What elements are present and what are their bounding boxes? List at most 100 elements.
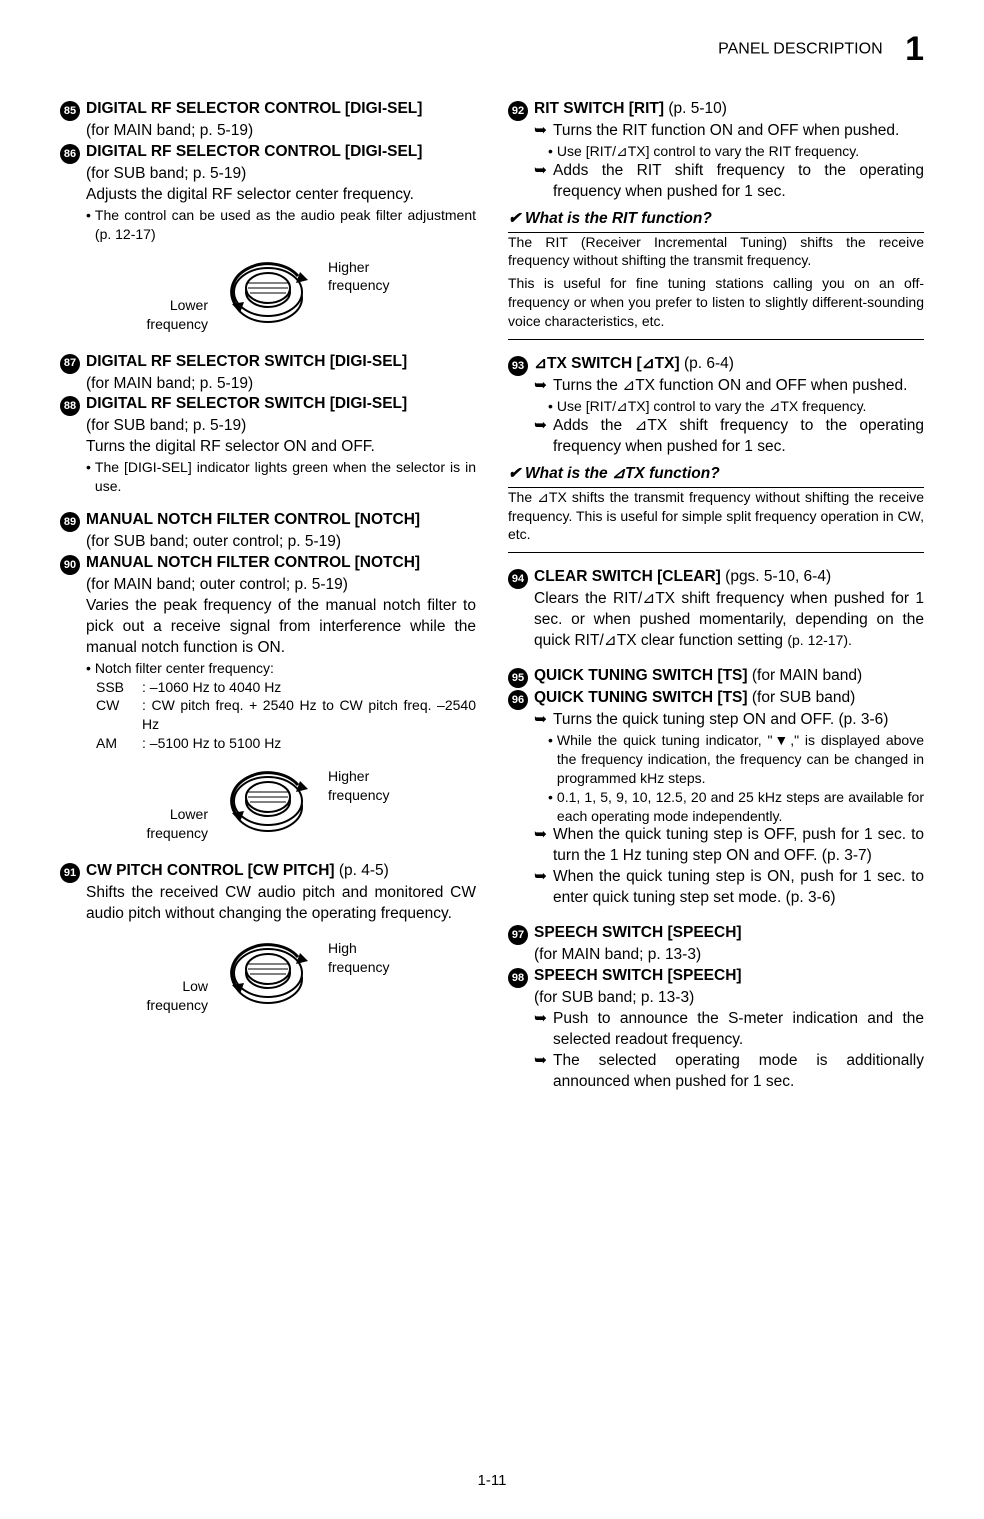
freq-val-1: : CW pitch freq. + 2540 Hz to CW pitch f… [142, 696, 476, 734]
item-title-88: DIGITAL RF SELECTOR SWITCH [DIGI-SEL] [86, 394, 407, 415]
item-title-96: QUICK TUNING SWITCH [TS] [534, 689, 748, 706]
bullet: • [548, 731, 553, 788]
bullet: • [86, 659, 91, 678]
item-note-head-90: Notch filter center frequency: [95, 659, 476, 678]
item-title-85: DIGITAL RF SELECTOR CONTROL [DIGI-SEL] [86, 100, 422, 117]
item-note-88: The [DIGI-SEL] indicator lights green wh… [95, 458, 476, 496]
item-sub-88: (for SUB band; p. 5-19) [86, 416, 476, 437]
item-95: 95 QUICK TUNING SWITCH [TS] (for MAIN ba… [508, 666, 924, 688]
item-sub-97: (for MAIN band; p. 13-3) [534, 945, 924, 966]
freq-val-2: : –5100 Hz to 5100 Hz [142, 734, 476, 753]
item-num-96: 96 [508, 690, 528, 710]
dtx-question: ✔What is the ⊿TX function? [508, 464, 924, 488]
item-94: 94 CLEAR SWITCH [CLEAR] (pgs. 5-10, 6-4)… [508, 567, 924, 652]
arrow-icon: ➥ [534, 867, 547, 909]
item-sub-98: (for SUB band; p. 13-3) [534, 988, 924, 1009]
i96-a1: Turns the quick tuning step ON and OFF. … [553, 710, 924, 731]
i93-a1note: Use [RIT/⊿TX] control to vary the ⊿TX fr… [557, 397, 867, 416]
rit-explain-1: The RIT (Receiver Incremental Tuning) sh… [508, 233, 924, 271]
item-sub-89: (for SUB band; outer control; p. 5-19) [86, 532, 476, 553]
item-sub-87: (for MAIN band; p. 5-19) [86, 374, 476, 395]
item-98: 98 SPEECH SWITCH [SPEECH] (for SUB band;… [508, 966, 924, 1093]
item-title-90: MANUAL NOTCH FILTER CONTROL [NOTCH] [86, 553, 420, 574]
item-num-95: 95 [508, 668, 528, 688]
item-num-87: 87 [60, 354, 80, 374]
page-header: PANEL DESCRIPTION 1 [60, 30, 924, 69]
i96-a3: When the quick tuning step is ON, push f… [553, 867, 924, 909]
item-ref-92: (p. 5-10) [668, 100, 727, 117]
item-ref-93: (p. 6-4) [684, 355, 734, 372]
item-title-94: CLEAR SWITCH [CLEAR] [534, 568, 721, 585]
knob-figure-1: Lower frequency Higher frequency [60, 258, 476, 334]
item-85: 85 DIGITAL RF SELECTOR CONTROL [DIGI-SEL… [60, 99, 476, 142]
i92-a1note: Use [RIT/⊿TX] control to vary the RIT fr… [557, 142, 859, 161]
rit-q-text: What is the RIT function? [525, 210, 712, 227]
item-desc-ref-94: (p. 12-17). [787, 632, 852, 648]
dtx-q-text: What is the ⊿TX function? [525, 465, 720, 482]
divider [508, 552, 924, 553]
bullet: • [548, 142, 553, 161]
freq-mode-0: SSB [96, 678, 142, 697]
knob2-right2: frequency [328, 786, 389, 805]
arrow-icon: ➥ [534, 710, 547, 731]
knob-figure-3: Low frequency High frequency [60, 939, 476, 1015]
item-88: 88 DIGITAL RF SELECTOR SWITCH [DIGI-SEL]… [60, 394, 476, 496]
item-title-97: SPEECH SWITCH [SPEECH] [534, 923, 742, 944]
header-chapter: 1 [905, 30, 924, 68]
item-num-90: 90 [60, 555, 80, 575]
item-89: 89 MANUAL NOTCH FILTER CONTROL [NOTCH] (… [60, 510, 476, 553]
i96-a1n1: While the quick tuning indicator, "▼," i… [557, 731, 924, 788]
right-column: 92 RIT SWITCH [RIT] (p. 5-10) ➥Turns the… [508, 99, 924, 1107]
freq-val-0: : –1060 Hz to 4040 Hz [142, 678, 476, 697]
knob3-right1: High [328, 939, 389, 958]
item-desc-91: Shifts the received CW audio pitch and m… [86, 883, 476, 925]
item-num-98: 98 [508, 968, 528, 988]
i96-a1n2: 0.1, 1, 5, 9, 10, 12.5, 20 and 25 kHz st… [557, 788, 924, 826]
item-num-91: 91 [60, 863, 80, 883]
item-num-89: 89 [60, 512, 80, 532]
knob1-left1: Lower [147, 296, 208, 315]
bullet: • [86, 458, 91, 496]
arrow-icon: ➥ [534, 121, 547, 142]
header-title: PANEL DESCRIPTION [718, 41, 882, 58]
dtx-explain: The ⊿TX shifts the transmit frequency wi… [508, 488, 924, 545]
knob3-left1: Low [147, 977, 208, 996]
knob1-right2: frequency [328, 276, 389, 295]
bullet: • [86, 206, 91, 244]
knob-icon [218, 258, 318, 334]
item-sub-85: (for MAIN band; p. 5-19) [86, 121, 476, 142]
i96-a2: When the quick tuning step is OFF, push … [553, 825, 924, 867]
rit-question: ✔What is the RIT function? [508, 209, 924, 233]
item-title-87: DIGITAL RF SELECTOR SWITCH [DIGI-SEL] [86, 352, 407, 373]
item-num-86: 86 [60, 144, 80, 164]
item-87: 87 DIGITAL RF SELECTOR SWITCH [DIGI-SEL]… [60, 352, 476, 395]
item-sub-96: (for SUB band) [752, 689, 855, 706]
check-icon: ✔ [508, 465, 521, 482]
item-90: 90 MANUAL NOTCH FILTER CONTROL [NOTCH] (… [60, 553, 476, 753]
content-columns: 85 DIGITAL RF SELECTOR CONTROL [DIGI-SEL… [60, 99, 924, 1107]
arrow-icon: ➥ [534, 416, 547, 458]
freq-mode-2: AM [96, 734, 142, 753]
page-footer: 1-11 [0, 1472, 984, 1489]
item-ref-91: (p. 4-5) [339, 862, 389, 879]
item-title-86: DIGITAL RF SELECTOR CONTROL [DIGI-SEL] [86, 143, 422, 160]
knob2-right1: Higher [328, 767, 389, 786]
freq-mode-1: CW [96, 696, 142, 734]
left-column: 85 DIGITAL RF SELECTOR CONTROL [DIGI-SEL… [60, 99, 476, 1107]
rit-explain-2: This is useful for fine tuning stations … [508, 274, 924, 331]
item-num-97: 97 [508, 925, 528, 945]
knob1-right1: Higher [328, 258, 389, 277]
divider [508, 339, 924, 340]
knob1-left2: frequency [147, 315, 208, 334]
item-title-91: CW PITCH CONTROL [CW PITCH] [86, 862, 335, 879]
check-icon: ✔ [508, 210, 521, 227]
item-num-88: 88 [60, 396, 80, 416]
item-93: 93 ⊿TX SWITCH [⊿TX] (p. 6-4) ➥Turns the … [508, 354, 924, 458]
knob3-right2: frequency [328, 958, 389, 977]
bullet: • [548, 788, 553, 826]
knob-figure-2: Lower frequency Higher frequency [60, 767, 476, 843]
item-num-93: 93 [508, 356, 528, 376]
arrow-icon: ➥ [534, 1051, 547, 1093]
arrow-icon: ➥ [534, 376, 547, 397]
i92-a2: Adds the RIT shift frequency to the oper… [553, 161, 924, 203]
